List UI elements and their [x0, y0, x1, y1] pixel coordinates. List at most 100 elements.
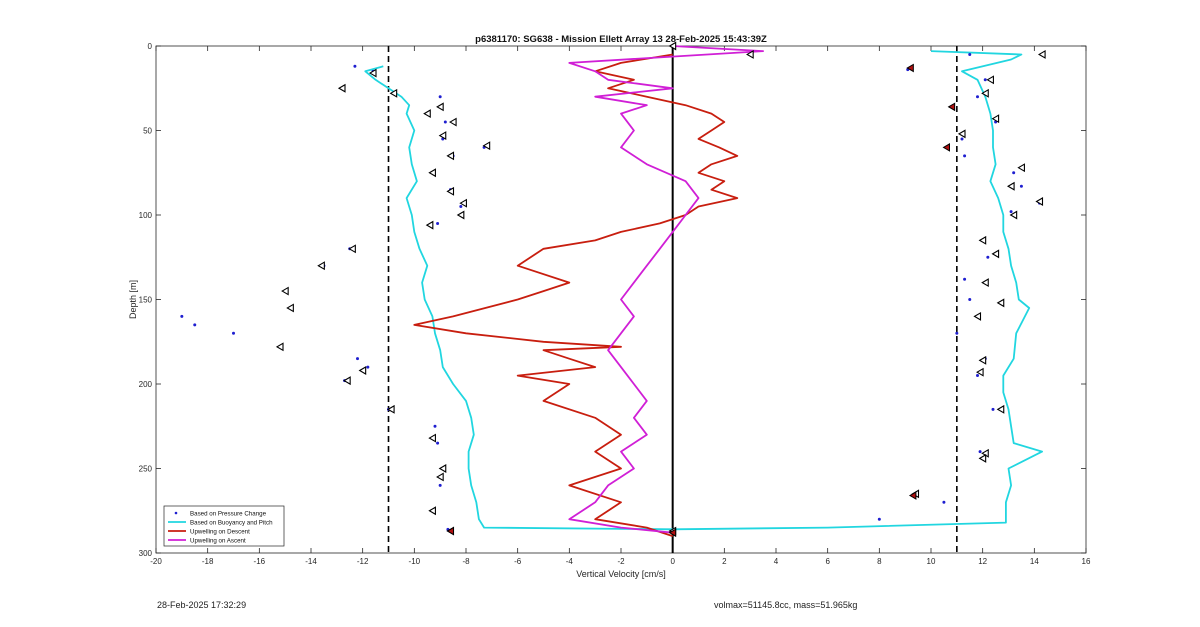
triangle-marker	[978, 235, 987, 245]
legend-label: Based on Pressure Change	[190, 511, 267, 518]
pressure-change-point	[991, 407, 995, 411]
y-tick-label: 50	[143, 127, 152, 136]
triangle-marker	[343, 376, 351, 386]
x-tick-label: -20	[150, 557, 162, 566]
y-axis-label: Depth [m]	[128, 280, 138, 319]
triangle-marker	[438, 131, 447, 141]
y-tick-label: 100	[139, 211, 153, 220]
triangle-marker	[986, 75, 994, 85]
triangle-marker	[1006, 181, 1015, 191]
pressure-change-point	[968, 298, 972, 301]
triangle-marker	[978, 355, 987, 365]
footer-volume-mass: volmax=51145.8cc, mass=51.965kg	[714, 600, 858, 610]
pressure-change-point	[436, 441, 440, 445]
x-tick-label: 16	[1082, 557, 1091, 566]
filled-triangle-marker	[906, 63, 914, 73]
legend-label: Based on Buoyancy and Pitch	[190, 520, 273, 527]
pressure-change-point	[180, 314, 184, 318]
pressure-change-point	[963, 277, 967, 281]
filled-triangle-marker	[668, 528, 677, 538]
pressure-change-point	[976, 95, 979, 99]
y-tick-label: 300	[139, 549, 153, 558]
triangle-marker	[957, 129, 966, 139]
pressure-change-point	[438, 95, 442, 99]
triangle-marker	[668, 41, 677, 51]
x-tick-label: 8	[877, 557, 882, 566]
x-tick-label: -8	[462, 557, 470, 566]
filled-triangle-marker	[908, 491, 917, 500]
footer-timestamp: 28-Feb-2025 17:32:29	[157, 600, 247, 610]
triangle-marker	[973, 311, 982, 321]
pressure-change-point	[443, 120, 447, 124]
triangle-marker	[996, 404, 1005, 414]
pressure-change-point	[986, 255, 990, 259]
pressure-change-point	[353, 64, 357, 68]
x-tick-label: 6	[825, 557, 830, 566]
triangle-marker	[436, 472, 444, 482]
x-tick-label: -10	[409, 557, 421, 566]
x-tick-label: 12	[978, 557, 987, 566]
pressure-change-point	[436, 221, 440, 225]
triangle-marker	[428, 168, 436, 178]
triangle-marker	[981, 88, 989, 98]
triangle-marker	[1035, 197, 1044, 206]
triangle-marker	[423, 109, 431, 119]
legend-swatch	[174, 511, 178, 515]
pressure-change-point	[978, 450, 982, 454]
y-tick-label: 0	[148, 42, 153, 51]
y-tick-label: 150	[139, 296, 153, 305]
triangle-marker	[991, 114, 1000, 124]
pressure-change-point	[942, 500, 946, 504]
triangle-marker	[317, 261, 325, 271]
filled-triangle-marker	[446, 526, 454, 536]
x-axis-label: Vertical Velocity [cm/s]	[576, 569, 666, 579]
filled-triangle-marker	[947, 102, 956, 112]
triangle-marker	[358, 366, 367, 375]
triangle-marker	[1037, 49, 1046, 59]
triangle-marker	[368, 68, 377, 78]
x-tick-label: -2	[617, 557, 625, 566]
pressure-change-point	[960, 137, 964, 141]
triangle-marker	[337, 83, 346, 93]
pressure-change-point	[232, 331, 235, 335]
triangle-marker	[1017, 163, 1025, 173]
pressure-change-point	[976, 374, 979, 378]
y-tick-label: 200	[139, 380, 153, 389]
triangle-marker	[348, 244, 356, 254]
x-tick-label: 10	[927, 557, 936, 566]
filled-triangle-marker	[942, 143, 950, 152]
pressure-change-point	[1009, 210, 1013, 214]
x-tick-label: -6	[514, 557, 522, 566]
pressure-change-point	[963, 154, 967, 158]
triangle-marker	[978, 453, 987, 463]
series-line	[364, 50, 1043, 531]
triangle-marker	[446, 151, 455, 161]
legend-label: Upwelling on Ascent	[190, 538, 246, 545]
x-tick-label: -18	[202, 557, 214, 566]
x-tick-label: 14	[1030, 557, 1039, 566]
pressure-change-point	[1012, 171, 1016, 175]
triangle-marker	[428, 433, 436, 443]
triangle-marker	[975, 367, 984, 377]
triangle-marker	[456, 210, 465, 220]
legend-label: Upwelling on Descent	[190, 529, 250, 536]
pressure-change-point	[983, 78, 987, 82]
triangle-marker	[281, 286, 289, 296]
triangle-marker	[1009, 210, 1018, 220]
triangle-marker	[448, 117, 457, 127]
pressure-change-point	[433, 424, 437, 428]
x-tick-label: -14	[305, 557, 317, 566]
series-line	[568, 45, 764, 534]
triangle-marker	[436, 102, 444, 112]
triangle-marker	[428, 506, 436, 516]
pressure-change-point	[193, 323, 197, 327]
x-tick-label: 0	[670, 557, 675, 566]
x-tick-label: 2	[722, 557, 727, 566]
pressure-change-point	[877, 517, 881, 521]
chart-title: p6381170: SG638 - Mission Ellett Array 1…	[475, 34, 767, 45]
pressure-change-point	[366, 365, 370, 369]
x-tick-label: -4	[566, 557, 574, 566]
triangle-marker	[389, 88, 398, 98]
